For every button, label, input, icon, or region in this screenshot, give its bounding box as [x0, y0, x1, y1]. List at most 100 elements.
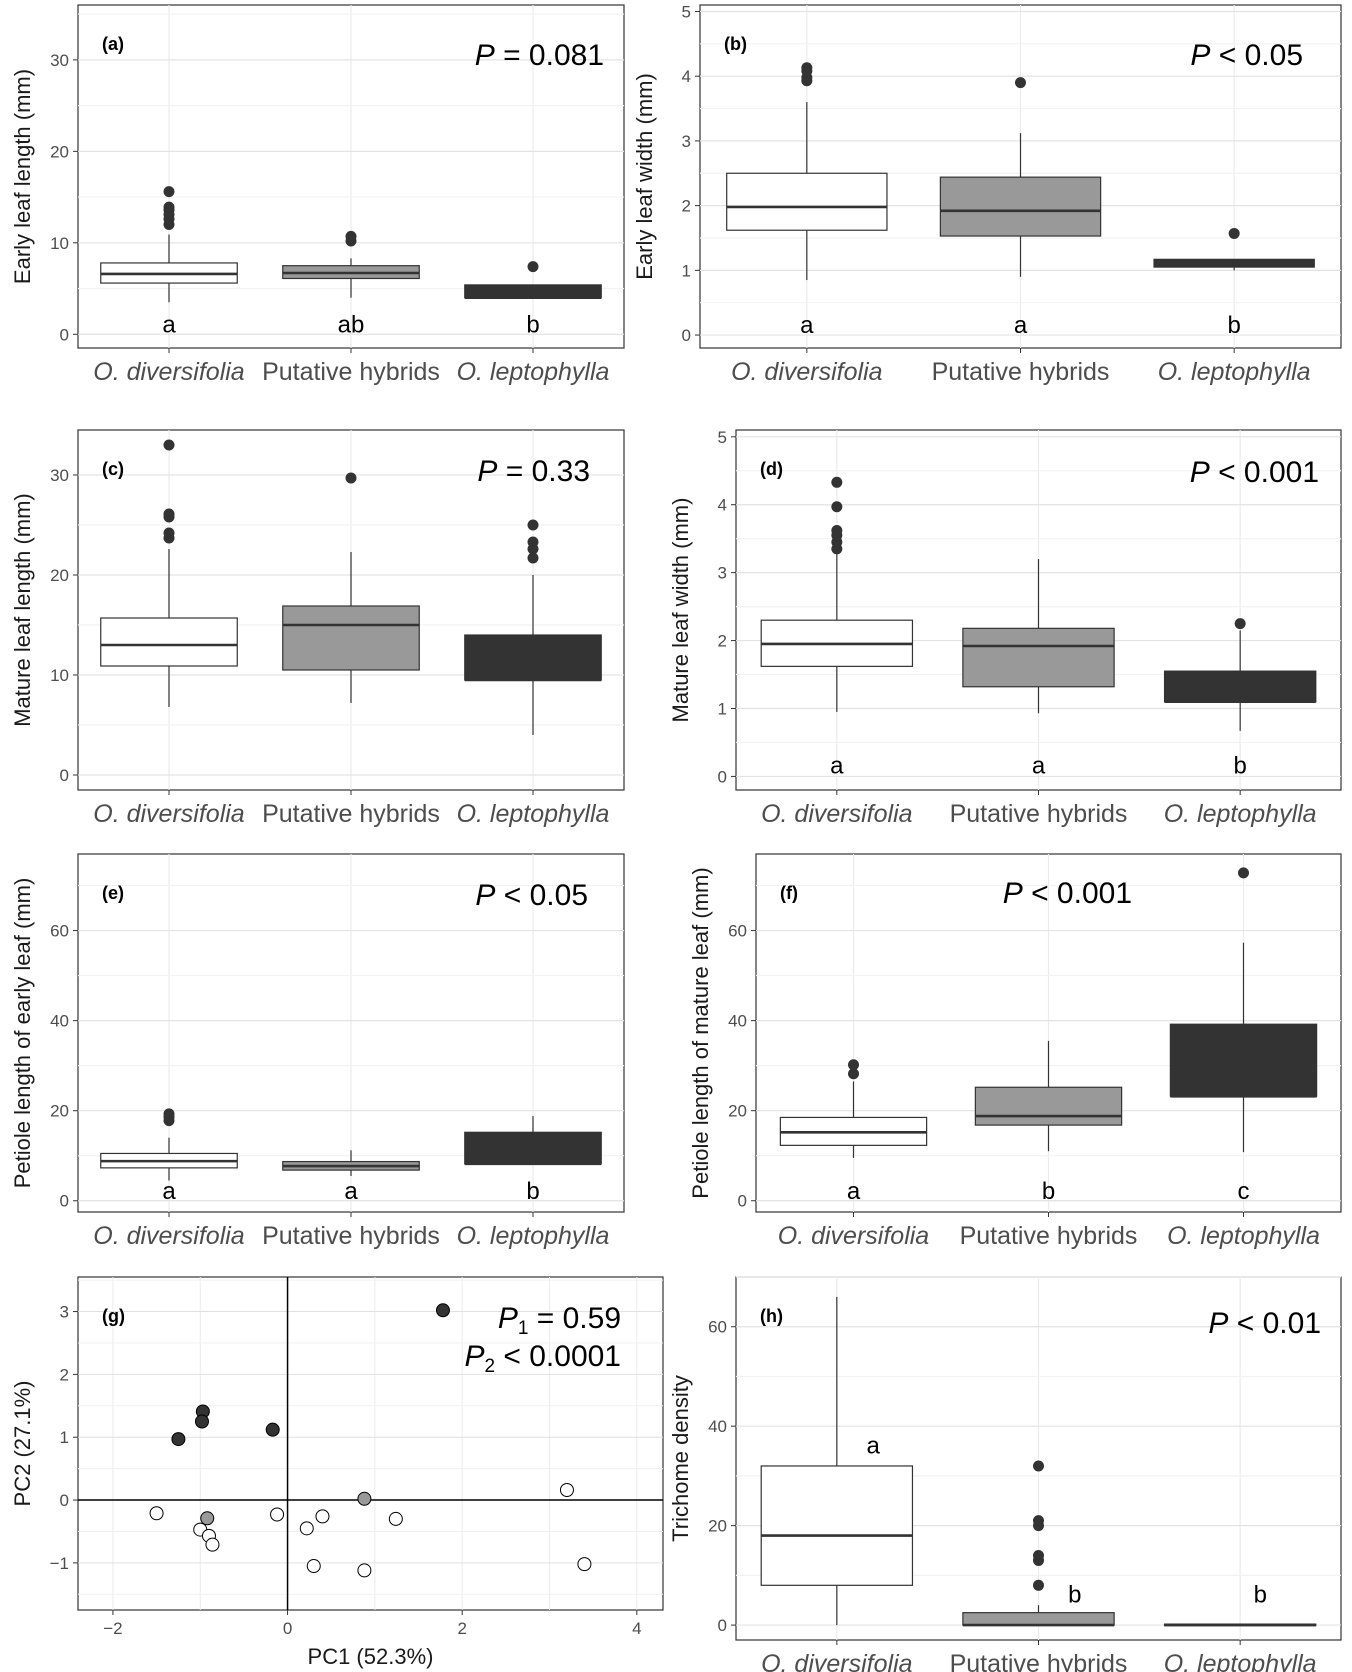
box-3	[1169, 867, 1318, 1153]
panel-label: (b)	[724, 34, 747, 54]
outlier-point	[1234, 618, 1246, 630]
y-axis-title: Early leaf width (mm)	[632, 73, 657, 280]
outlier-point	[163, 439, 175, 451]
p-value-text: P < 0.05	[475, 879, 588, 912]
category-label: O. diversifolia	[761, 800, 913, 828]
outlier-point	[831, 476, 843, 488]
category-label: O. diversifolia	[761, 1650, 913, 1672]
category-label: Putative hybrids	[262, 1222, 440, 1250]
box-rect	[464, 284, 602, 299]
pca-point	[306, 1559, 321, 1574]
category-label: O. diversifolia	[93, 358, 245, 386]
y-tick-label: 0	[738, 1192, 747, 1211]
significance-letter: a	[344, 1178, 358, 1205]
pca-point	[299, 1521, 314, 1536]
box-2	[939, 77, 1102, 277]
outlier-point	[527, 519, 539, 531]
y-tick-label: 20	[708, 1517, 727, 1536]
x-tick-label: −2	[103, 1619, 122, 1638]
p-value: < 0.05	[1210, 39, 1303, 72]
y-tick-label: 3	[682, 132, 691, 151]
y-tick-label: 1	[60, 1428, 69, 1447]
outlier-point	[1033, 1549, 1044, 1561]
p-value: < 0.001	[1023, 877, 1132, 910]
p-value: < 0.01	[1228, 1307, 1321, 1340]
y-tick-label: 0	[60, 325, 69, 344]
y-tick-label: 40	[728, 1012, 747, 1031]
box-rect	[1163, 670, 1317, 703]
box-3	[1163, 1623, 1317, 1627]
significance-letter: b	[1233, 753, 1246, 780]
pca-point	[194, 1414, 209, 1429]
p-value: = 0.33	[497, 455, 590, 488]
outlier-point	[801, 62, 813, 74]
outlier-point	[1015, 77, 1026, 89]
p-value-text: P2 < 0.0001	[464, 1340, 621, 1377]
box-2	[974, 1040, 1123, 1152]
box-2	[282, 230, 420, 298]
panel-c: O. diversifolia Putative hybrids O. leptop…	[10, 429, 625, 828]
y-tick-label: 1	[718, 699, 727, 718]
category-label: O. diversifolia	[778, 1222, 930, 1250]
outlier-point	[1033, 1579, 1044, 1591]
box-1	[726, 62, 888, 281]
outlier-point	[527, 552, 539, 564]
p-value-text: P = 0.081	[475, 39, 604, 72]
category-label: Putative hybrids	[950, 800, 1128, 828]
outlier-point	[1238, 867, 1249, 879]
outlier-point	[163, 186, 175, 198]
y-tick-label: 3	[60, 1303, 69, 1322]
panel-d: O. diversifolia Putative hybrids O. leptop…	[668, 428, 1342, 828]
p-value: < 0.001	[1210, 456, 1319, 489]
pca-point	[559, 1482, 574, 1497]
pca-point	[388, 1511, 403, 1526]
significance-letter: b	[526, 312, 539, 339]
significance-letter: a	[800, 312, 814, 339]
y-tick-label: 4	[718, 496, 727, 515]
y-tick-label: 60	[728, 922, 747, 941]
y-tick-label: 10	[50, 666, 69, 685]
pca-point	[270, 1507, 285, 1522]
p-value: = 0.59	[528, 1302, 621, 1335]
outlier-point	[848, 1068, 859, 1080]
p-symbol: P	[1190, 456, 1210, 489]
box-3	[1153, 227, 1315, 271]
y-tick-label: 20	[50, 1102, 69, 1121]
significance-letter: a	[847, 1178, 861, 1205]
significance-letter: b	[1227, 312, 1240, 339]
y-axis-title: Petiole length of mature leaf (mm)	[688, 867, 713, 1198]
category-label: Putative hybrids	[262, 800, 440, 828]
outlier-point	[1228, 227, 1240, 239]
panel-label: (a)	[102, 34, 124, 54]
y-tick-label: 2	[718, 632, 727, 651]
x-axis-title: PC1 (52.3%)	[308, 1644, 434, 1669]
panel-h: O. diversifolia Putative hybrids O. leptop…	[668, 1276, 1342, 1672]
pca-point	[171, 1432, 186, 1447]
p-value: < 0.05	[495, 879, 588, 912]
category-label: Putative hybrids	[960, 1222, 1138, 1250]
panel-label: (g)	[102, 1306, 125, 1326]
box-rect	[100, 617, 238, 667]
y-axis-title: Mature leaf length (mm)	[10, 493, 35, 727]
p-symbol: P	[475, 879, 495, 912]
outlier-point	[163, 1108, 175, 1120]
box-rect	[1169, 1023, 1318, 1097]
x-tick-label: 2	[457, 1619, 466, 1638]
significance-letter: b	[526, 1178, 539, 1205]
y-tick-label: 2	[60, 1365, 69, 1384]
y-tick-label: 0	[60, 1192, 69, 1211]
outlier-point	[831, 525, 843, 537]
y-tick-label: 20	[50, 142, 69, 161]
y-tick-label: 2	[682, 197, 691, 216]
p-value-text: P1 = 0.59	[498, 1302, 621, 1339]
category-label: Putative hybrids	[950, 1650, 1128, 1672]
outlier-point	[527, 536, 539, 548]
p-symbol: P	[475, 39, 495, 72]
outlier-point	[345, 230, 357, 242]
pca-point	[200, 1511, 215, 1526]
panel-label: (c)	[102, 459, 124, 479]
significance-letter: ab	[338, 312, 365, 339]
box-3	[464, 519, 602, 735]
p-value-text: P < 0.001	[1190, 456, 1319, 489]
box-2	[962, 559, 1115, 714]
